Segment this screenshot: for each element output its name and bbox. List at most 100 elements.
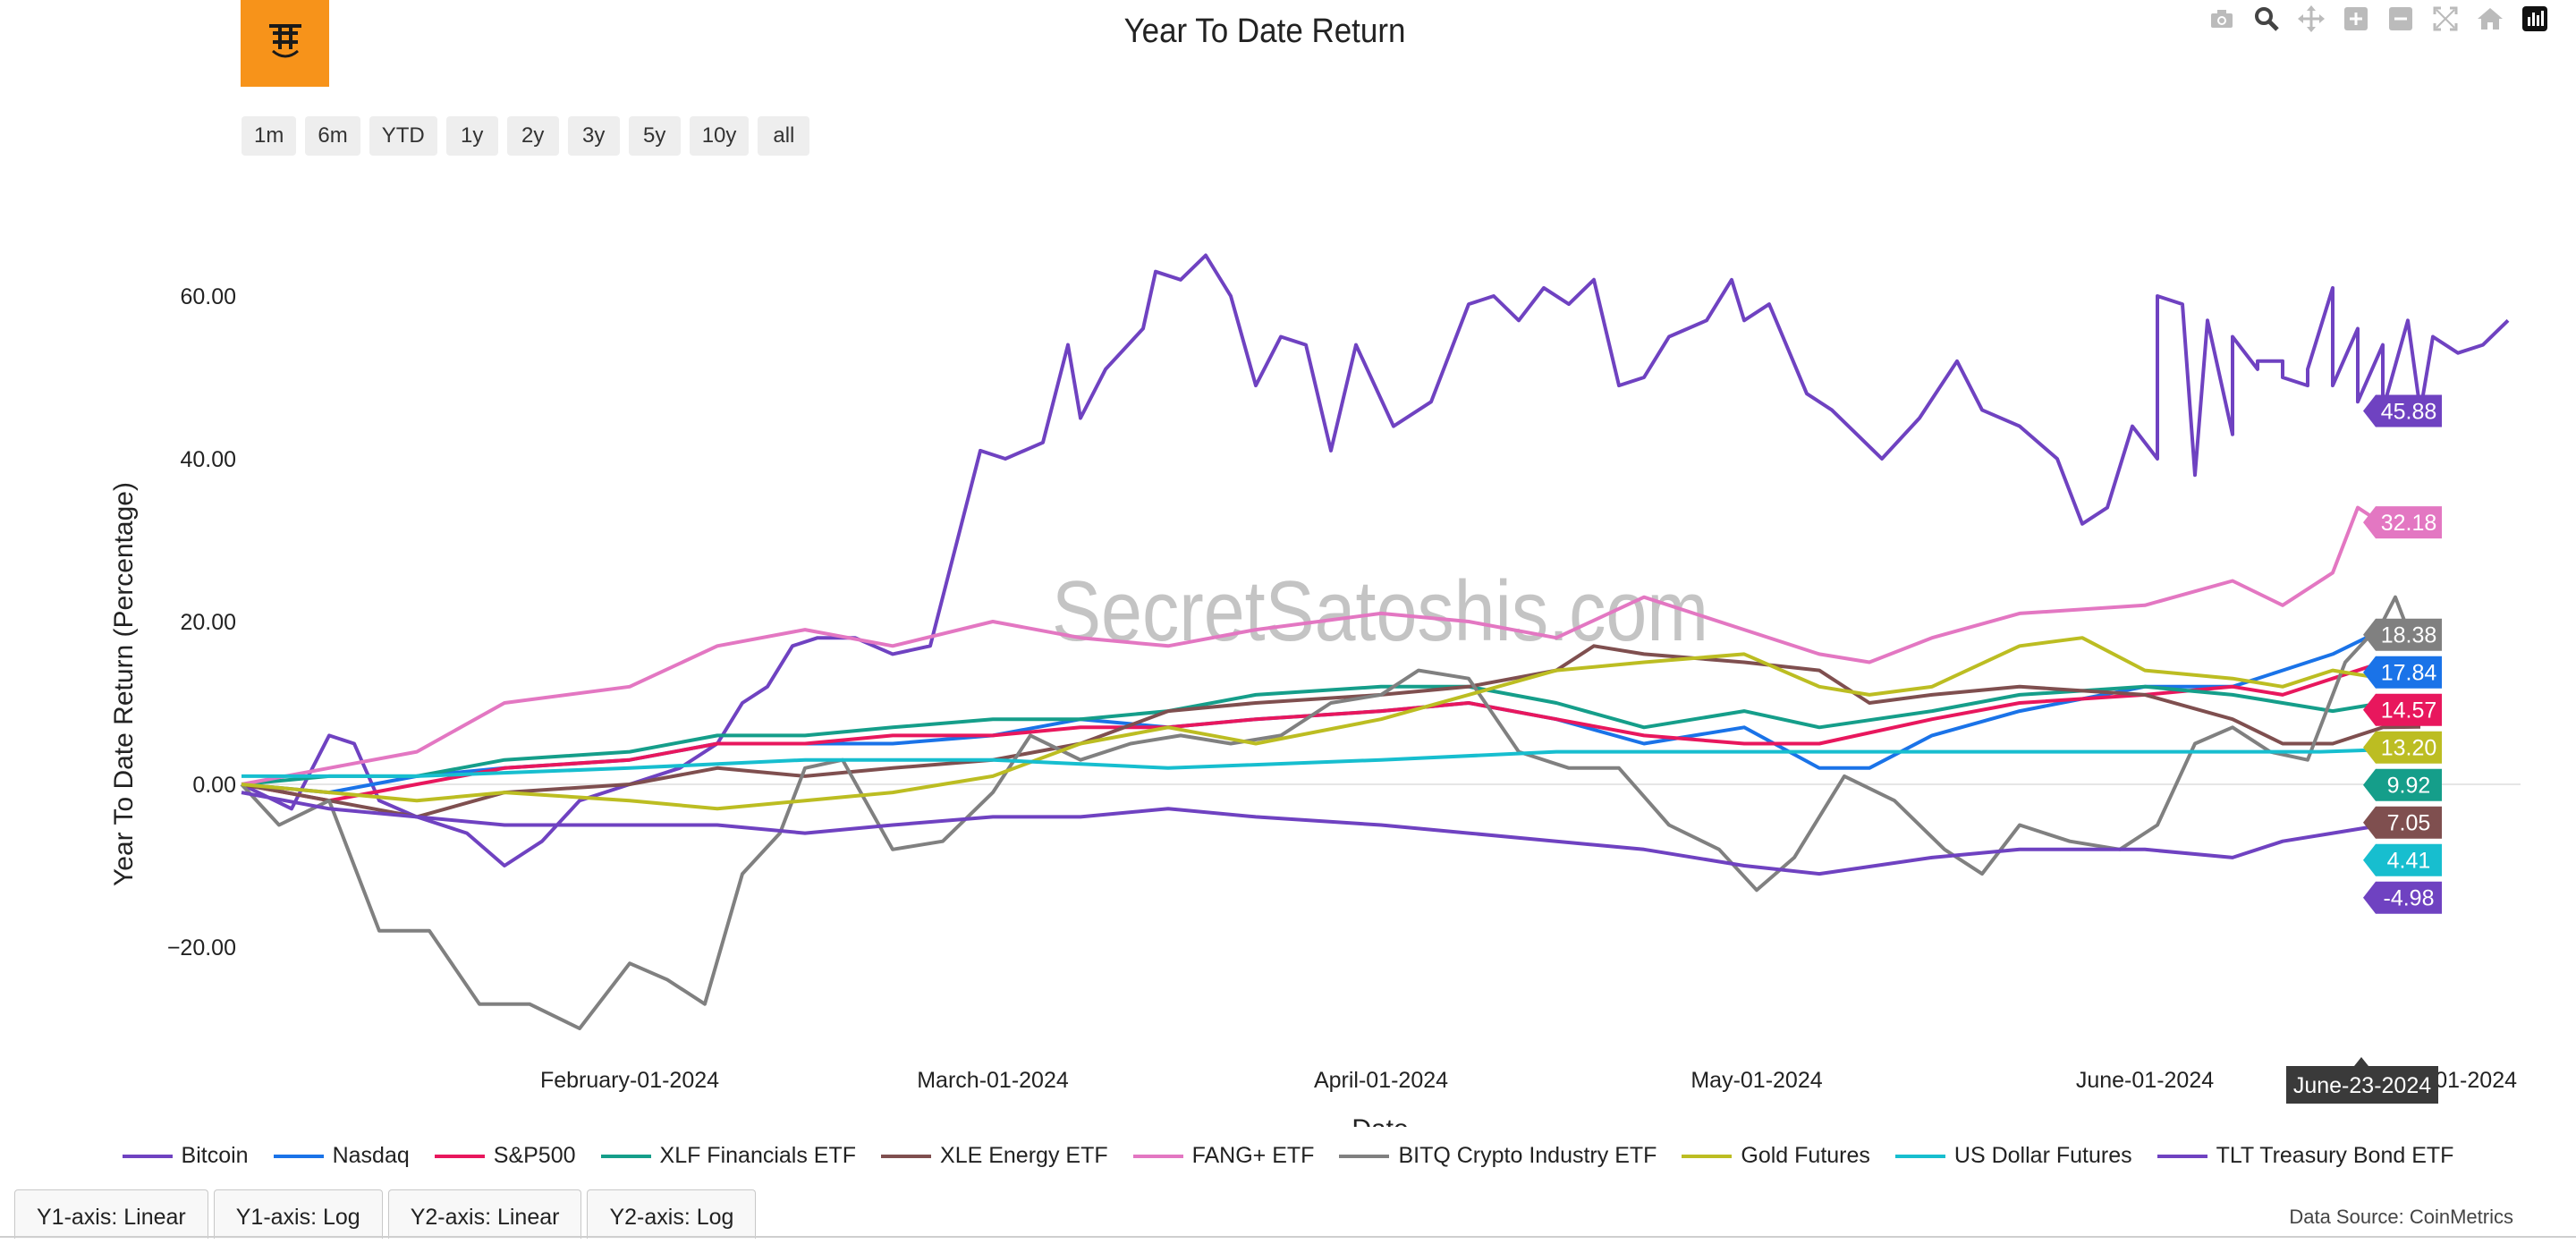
end-label-text: 7.05: [2387, 811, 2431, 836]
legend-swatch: [2157, 1154, 2207, 1158]
y-tick-label: 40.00: [180, 447, 236, 472]
range-button-5y[interactable]: 5y: [628, 116, 681, 156]
series-line-xlf-financials-etf[interactable]: [241, 684, 2421, 786]
y-tick-label: 0.00: [192, 773, 236, 798]
legend-swatch: [122, 1154, 173, 1158]
legend-swatch: [881, 1154, 932, 1158]
legend-item-nasdaq[interactable]: Nasdaq: [273, 1143, 410, 1169]
legend-item-s-p500[interactable]: S&P500: [434, 1143, 576, 1169]
autoscale-icon[interactable]: [2429, 3, 2462, 35]
legend-item-xle-energy-etf[interactable]: XLE Energy ETF: [881, 1143, 1108, 1169]
zoom-icon[interactable]: [2250, 3, 2283, 35]
series-line-s-p500[interactable]: [241, 660, 2421, 803]
legend-label: US Dollar Futures: [1953, 1143, 2132, 1168]
hover-date-text: June-23-2024: [2293, 1073, 2431, 1098]
end-label-text: 17.84: [2381, 661, 2437, 686]
plotly-logo-icon[interactable]: [2519, 3, 2551, 35]
hover-date-label: June-23-2024: [2286, 1057, 2438, 1104]
series-line-tlt-treasury-bond-etf[interactable]: [241, 791, 2421, 876]
end-label-text: 14.57: [2381, 698, 2437, 724]
end-label-tlt-treasury-bond-etf: -4.98: [2363, 881, 2442, 914]
end-label-bitcoin: 45.88: [2363, 394, 2442, 427]
range-button-1m[interactable]: 1m: [242, 116, 297, 156]
legend-label: S&P500: [493, 1143, 576, 1168]
range-button-10y[interactable]: 10y: [689, 116, 750, 156]
end-label-s-p500: 14.57: [2363, 693, 2442, 726]
series-line-xle-energy-etf[interactable]: [241, 644, 2421, 819]
range-button-2y[interactable]: 2y: [506, 116, 559, 156]
legend-item-gold-futures[interactable]: Gold Futures: [1682, 1143, 1870, 1169]
bottom-divider: [0, 1236, 2576, 1238]
y-axis-title: Year To Date Return (Percentage): [109, 482, 139, 886]
y-tick-label: 60.00: [180, 284, 236, 309]
x-axis-title: Date: [1352, 1114, 1408, 1127]
legend-swatch: [1132, 1154, 1183, 1158]
series-line-bitcoin[interactable]: [241, 253, 2510, 867]
legend-label: Gold Futures: [1741, 1143, 1870, 1168]
series-line-us-dollar-futures[interactable]: [242, 746, 2421, 778]
legend-swatch: [273, 1154, 324, 1158]
legend-label: XLF Financials ETF: [659, 1143, 857, 1168]
y-tick-label: −20.00: [167, 935, 236, 961]
chart-legend: Bitcoin Nasdaq S&P500 XLF Financials ETF XLE…: [0, 1143, 2576, 1169]
range-button-all[interactable]: all: [758, 116, 810, 156]
axis-scale-tabs: Y1-axis: Linear Y1-axis: Log Y2-axis: Li…: [14, 1189, 757, 1239]
end-label-fang-etf: 32.18: [2363, 506, 2442, 539]
end-label-text: 4.41: [2387, 849, 2431, 874]
tab-y2-linear[interactable]: Y2-axis: Linear: [387, 1189, 582, 1239]
legend-swatch: [1339, 1154, 1390, 1158]
range-selector: 1m 6m YTD 1y 2y 3y 5y 10y all: [242, 116, 810, 156]
end-label-bitq-crypto-industry-etf: 18.38: [2363, 618, 2442, 651]
line-chart[interactable]: SecretSatoshis.com Year To Date Return (…: [0, 0, 2576, 1127]
end-label-text: 9.92: [2387, 774, 2431, 799]
legend-swatch: [434, 1154, 485, 1158]
legend-item-bitcoin[interactable]: Bitcoin: [122, 1143, 249, 1169]
end-label-xlf-financials-etf: 9.92: [2363, 768, 2442, 801]
range-button-3y[interactable]: 3y: [567, 116, 620, 156]
reset-axes-icon[interactable]: [2474, 3, 2506, 35]
chart-title: Year To Date Return: [1123, 13, 1406, 50]
end-label-gold-futures: 13.20: [2363, 731, 2442, 764]
legend-item-bitq-crypto-industry-etf[interactable]: BITQ Crypto Industry ETF: [1339, 1143, 1657, 1169]
legend-swatch: [1894, 1154, 1945, 1158]
series-line-gold-futures[interactable]: [241, 636, 2421, 811]
tab-y1-log[interactable]: Y1-axis: Log: [213, 1189, 383, 1239]
zoom-out-icon[interactable]: [2385, 3, 2417, 35]
legend-label: Nasdaq: [332, 1143, 410, 1168]
legend-item-us-dollar-futures[interactable]: US Dollar Futures: [1894, 1143, 2132, 1169]
data-source-note: Data Source: CoinMetrics: [2289, 1206, 2513, 1228]
range-button-ytd[interactable]: YTD: [369, 116, 437, 156]
legend-swatch: [600, 1154, 651, 1158]
end-label-text: -4.98: [2384, 886, 2435, 911]
legend-swatch: [1682, 1154, 1733, 1158]
legend-label: XLE Energy ETF: [940, 1143, 1108, 1168]
series-line-fang-etf[interactable]: [241, 505, 2421, 786]
end-label-text: 32.18: [2381, 511, 2437, 536]
pan-icon[interactable]: [2295, 3, 2327, 35]
range-button-1y[interactable]: 1y: [445, 116, 498, 156]
camera-icon[interactable]: [2206, 3, 2238, 35]
x-tick-label: June-01-2024: [2076, 1068, 2214, 1093]
x-tick-label: 01-2024: [2435, 1068, 2517, 1093]
end-label-nasdaq: 17.84: [2363, 656, 2442, 689]
series-line-bitq-crypto-industry-etf[interactable]: [240, 595, 2421, 1030]
tab-y1-linear[interactable]: Y1-axis: Linear: [14, 1189, 208, 1239]
y-tick-label: 20.00: [180, 610, 236, 635]
site-logo: [241, 0, 329, 87]
end-label-text: 13.20: [2381, 736, 2437, 761]
bitcoin-satoshi-logo-icon: [268, 23, 301, 57]
legend-item-fang-etf[interactable]: FANG+ ETF: [1132, 1143, 1315, 1169]
legend-label: Bitcoin: [181, 1143, 249, 1168]
legend-item-tlt-treasury-bond-etf[interactable]: TLT Treasury Bond ETF: [2157, 1143, 2454, 1169]
legend-label: BITQ Crypto Industry ETF: [1398, 1143, 1657, 1168]
zoom-in-icon[interactable]: [2340, 3, 2372, 35]
legend-label: TLT Treasury Bond ETF: [2216, 1143, 2454, 1168]
legend-item-xlf-financials-etf[interactable]: XLF Financials ETF: [600, 1143, 857, 1169]
legend-label: FANG+ ETF: [1191, 1143, 1315, 1168]
end-label-xle-energy-etf: 7.05: [2363, 806, 2442, 839]
end-label-text: 45.88: [2381, 399, 2437, 424]
tab-y2-log[interactable]: Y2-axis: Log: [587, 1189, 757, 1239]
x-tick-label: April-01-2024: [1314, 1068, 1448, 1093]
range-button-6m[interactable]: 6m: [305, 116, 360, 156]
x-tick-label: February-01-2024: [540, 1068, 719, 1093]
